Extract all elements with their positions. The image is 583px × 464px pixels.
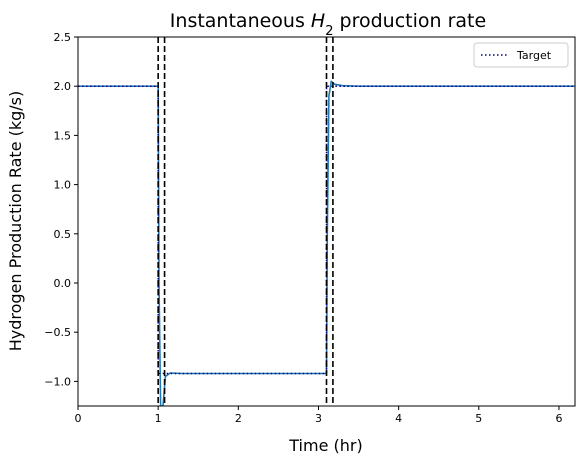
series-line-actual (78, 80, 575, 406)
chart-title: Instantaneous H2 production rate (170, 10, 486, 39)
y-tick-label: 2.0 (54, 80, 72, 93)
plot-area: 0 1 2 3 4 5 6 2.5 2.0 1.5 1.0 0.5 0.0 −0.5 −1.0 Target (44, 31, 576, 425)
x-tick-label: 6 (555, 412, 562, 425)
legend-box (473, 42, 569, 68)
x-tick-label: 2 (235, 412, 242, 425)
plot-inner (78, 37, 575, 406)
y-tick-label: 2.5 (54, 31, 72, 44)
y-tick-label: −0.5 (44, 326, 71, 339)
x-tick-label: 0 (75, 412, 82, 425)
axes-frame (77, 36, 576, 407)
y-tick-label: 1.0 (54, 179, 72, 192)
y-tick-label: −1.0 (44, 375, 71, 388)
y-tick-label: 1.5 (54, 129, 72, 142)
series-line-target (78, 85, 575, 375)
legend: Target (473, 42, 569, 68)
x-tick-label: 5 (475, 412, 482, 425)
x-tick-label: 1 (155, 412, 162, 425)
x-tick-label: 4 (395, 412, 402, 425)
x-tick-label: 3 (315, 412, 322, 425)
y-tick-label: 0.5 (54, 228, 72, 241)
y-axis-label: Hydrogen Production Rate (kg/s) (6, 91, 25, 352)
legend-label-target: Target (516, 49, 552, 62)
y-tick-label: 0.0 (54, 277, 72, 290)
x-axis-label: Time (hr) (288, 436, 362, 455)
